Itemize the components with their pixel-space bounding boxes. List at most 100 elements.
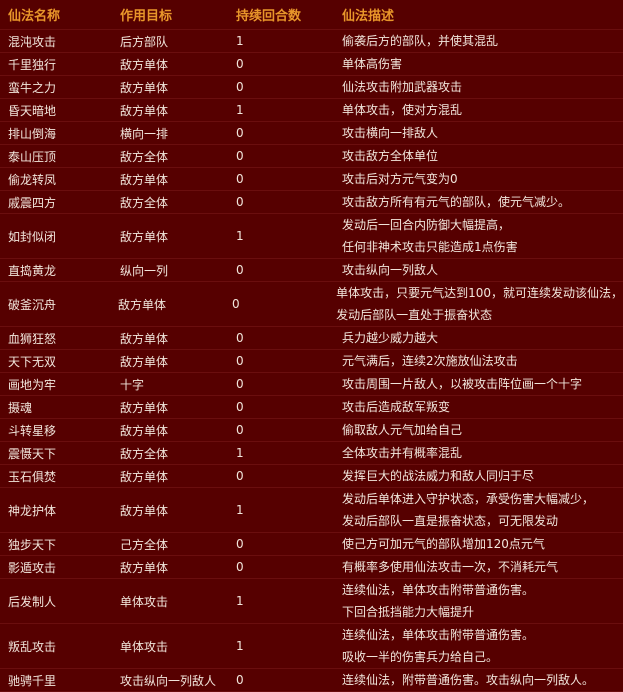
cell: 千里独行	[8, 57, 57, 72]
description-line: 攻击周围一片敌人，以被攻击阵位画一个十字	[342, 377, 583, 391]
cell: 如封似闭	[8, 229, 57, 244]
cell: 天下无双	[8, 354, 57, 369]
cell: 敌方单体	[120, 560, 169, 575]
table-row: 画地为牢 十字 0 攻击周围一片敌人，以被攻击阵位画一个十字	[0, 373, 623, 396]
description-line: 攻击纵向一列敌人	[342, 263, 439, 277]
cell: 震慑天下	[8, 446, 57, 461]
table-row: 摄魂 敌方单体 0 攻击后造成敌军叛变	[0, 396, 623, 419]
cell: 画地为牢	[8, 377, 57, 392]
cell: 敌方单体	[120, 503, 169, 518]
table-row: 驰骋千里 攻击纵向一列敌人 0 连续仙法，附带普通伤害。攻击纵向一列敌人。	[0, 669, 623, 692]
cell: 0	[236, 149, 244, 163]
description-cell: 攻击纵向一列敌人	[342, 259, 623, 281]
header-row: 仙法名称 作用目标 持续回合数 仙法描述	[0, 0, 623, 30]
description-cell: 攻击后对方元气变为0	[342, 168, 623, 190]
cell: 排山倒海	[8, 126, 57, 141]
cell: 叛乱攻击	[8, 639, 57, 654]
description-line: 连续仙法，单体攻击附带普通伤害。	[342, 583, 535, 597]
description-line: 发动后部队一直是振奋状态，可无限发动	[342, 514, 559, 528]
cell: 1	[236, 446, 244, 460]
table-row: 戚震四方 敌方全体 0 攻击敌方所有有元气的部队，使元气减少。	[0, 191, 623, 214]
cell: 破釜沉舟	[8, 297, 57, 312]
table-row: 昏天暗地 敌方单体 1 单体攻击，使对方混乱	[0, 99, 623, 122]
cell: 0	[236, 469, 244, 483]
cell: 敌方单体	[120, 103, 169, 118]
cell: 敌方单体	[120, 57, 169, 72]
cell: 0	[236, 80, 244, 94]
cell: 0	[236, 537, 244, 551]
description-cell: 攻击后造成敌军叛变	[342, 396, 623, 418]
description-cell: 攻击敌方所有有元气的部队，使元气减少。	[342, 191, 623, 213]
table-row: 如封似闭 敌方单体 1 发动后一回合内防御大幅提高， 任何非神术攻击只能造成1点伤害	[0, 214, 623, 259]
cell: 0	[236, 331, 244, 345]
description-line: 单体高伤害	[342, 57, 403, 71]
cell: 0	[236, 57, 244, 71]
description-cell: 全体攻击并有概率混乱	[342, 442, 623, 464]
cell: 0	[236, 377, 244, 391]
header-cell: 仙法名称	[8, 9, 61, 24]
table-row: 玉石俱焚 敌方单体 0 发挥巨大的战法威力和敌人同归于尽	[0, 465, 623, 488]
description-cell: 仙法攻击附加武器攻击	[342, 76, 623, 98]
table-row: 破釜沉舟 敌方单体 0 单体攻击，只要元气达到100，就可连续发动该仙法， 发动后部队一…	[0, 282, 623, 327]
table-row: 排山倒海 横向一排 0 攻击横向一排敌人	[0, 122, 623, 145]
cell: 混沌攻击	[8, 34, 57, 49]
description-line: 吸收一半的伤害兵力给自己。	[342, 650, 499, 664]
description-line: 攻击敌方所有有元气的部队，使元气减少。	[342, 195, 571, 209]
description-line: 偷取敌人元气加给自己	[342, 423, 463, 437]
table-row: 神龙护体 敌方单体 1 发动后单体进入守护状态，承受伤害大幅减少， 发动后部队一直是振奋…	[0, 488, 623, 533]
description-line: 偷袭后方的部队，并使其混乱	[342, 34, 499, 48]
description-line: 使己方可加元气的部队增加120点元气	[342, 537, 545, 551]
header-cell: 作用目标	[120, 9, 173, 24]
table-row: 混沌攻击 后方部队 1 偷袭后方的部队，并使其混乱	[0, 30, 623, 53]
description-cell: 攻击周围一片敌人，以被攻击阵位画一个十字	[342, 373, 623, 395]
table-row: 震慑天下 敌方全体 1 全体攻击并有概率混乱	[0, 442, 623, 465]
description-line: 仙法攻击附加武器攻击	[342, 80, 463, 94]
table-row: 斗转星移 敌方单体 0 偷取敌人元气加给自己	[0, 419, 623, 442]
cell: 玉石俱焚	[8, 469, 57, 484]
description-cell: 发挥巨大的战法威力和敌人同归于尽	[342, 465, 623, 487]
cell: 敌方单体	[120, 423, 169, 438]
cell: 戚震四方	[8, 195, 57, 210]
cell: 敌方单体	[120, 469, 169, 484]
description-cell: 使己方可加元气的部队增加120点元气	[342, 533, 623, 555]
cell: 0	[236, 263, 244, 277]
cell: 己方全体	[120, 537, 169, 552]
cell: 敌方单体	[120, 400, 169, 415]
table-row: 血狮狂怒 敌方单体 0 兵力越少威力越大	[0, 327, 623, 350]
table-row: 偷龙转凤 敌方单体 0 攻击后对方元气变为0	[0, 168, 623, 191]
cell: 直捣黄龙	[8, 263, 57, 278]
description-cell: 发动后一回合内防御大幅提高， 任何非神术攻击只能造成1点伤害	[342, 214, 623, 258]
description-line: 攻击后对方元气变为0	[342, 172, 458, 186]
cell: 0	[236, 400, 244, 414]
cell: 0	[236, 126, 244, 140]
description-cell: 元气满后，连续2次施放仙法攻击	[342, 350, 623, 372]
cell: 血狮狂怒	[8, 331, 57, 346]
cell: 敌方单体	[120, 331, 169, 346]
cell: 敌方全体	[120, 149, 169, 164]
header-cell: 持续回合数	[236, 9, 302, 24]
description-cell: 有概率多使用仙法攻击一次，不消耗元气	[342, 556, 623, 578]
table-row: 蛮牛之力 敌方单体 0 仙法攻击附加武器攻击	[0, 76, 623, 99]
description-line: 下回合抵挡能力大幅提升	[342, 605, 475, 619]
description-line: 攻击敌方全体单位	[342, 149, 439, 163]
cell: 0	[236, 673, 244, 687]
table-row: 叛乱攻击 单体攻击 1 连续仙法，单体攻击附带普通伤害。 吸收一半的伤害兵力给自己。	[0, 624, 623, 669]
cell: 0	[236, 172, 244, 186]
cell: 驰骋千里	[8, 673, 57, 688]
description-line: 有概率多使用仙法攻击一次，不消耗元气	[342, 560, 559, 574]
cell: 单体攻击	[120, 639, 169, 654]
description-cell: 偷取敌人元气加给自己	[342, 419, 623, 441]
table-row: 泰山压顶 敌方全体 0 攻击敌方全体单位	[0, 145, 623, 168]
description-line: 兵力越少威力越大	[342, 331, 439, 345]
cell: 攻击纵向一列敌人	[120, 673, 217, 688]
cell: 1	[236, 594, 244, 608]
description-line: 攻击后造成敌军叛变	[342, 400, 451, 414]
cell: 后方部队	[120, 34, 169, 49]
table-row: 后发制人 单体攻击 1 连续仙法，单体攻击附带普通伤害。 下回合抵挡能力大幅提升	[0, 579, 623, 624]
description-cell: 单体高伤害	[342, 53, 623, 75]
description-cell: 攻击横向一排敌人	[342, 122, 623, 144]
description-line: 单体攻击，使对方混乱	[342, 103, 463, 117]
cell: 1	[236, 229, 244, 243]
cell: 昏天暗地	[8, 103, 57, 118]
